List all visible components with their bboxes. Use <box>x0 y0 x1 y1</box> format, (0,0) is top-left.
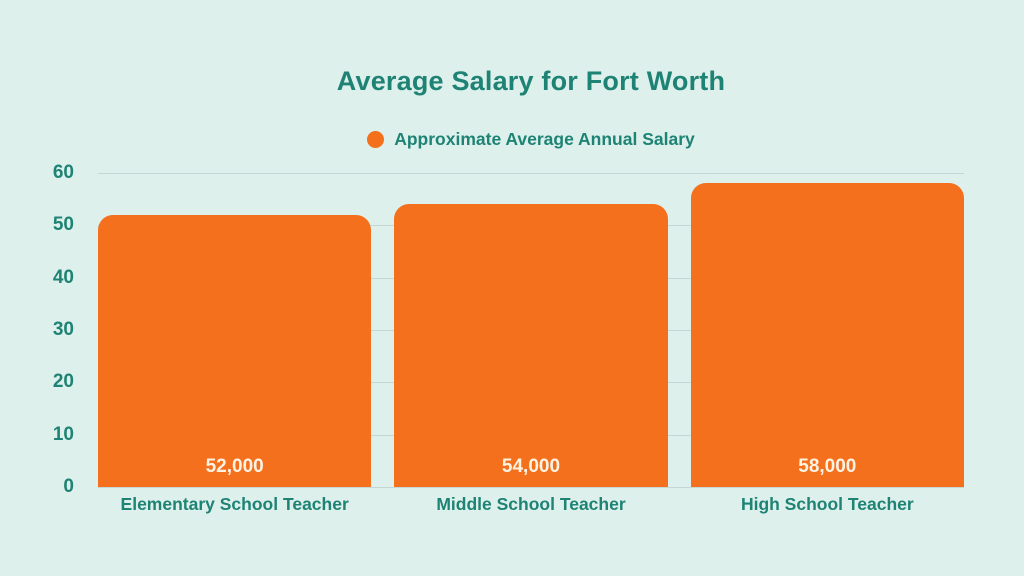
bar: 58,000 <box>690 183 964 487</box>
legend-marker-icon <box>367 131 385 148</box>
legend: Approximate Average Annual Salary <box>98 129 964 150</box>
y-tick-label: 40 <box>52 266 74 288</box>
bar-value-label: 54,000 <box>501 456 561 477</box>
gridline <box>98 173 964 174</box>
x-category-label: Elementary School Teacher <box>120 494 349 514</box>
y-tick-label: 0 <box>63 476 74 497</box>
bar-value-label: 58,000 <box>798 456 857 477</box>
bar-series: 52,000 54,000 58,000 <box>98 173 964 487</box>
legend-label: Approximate Average Annual Salary <box>394 129 695 149</box>
bar: 52,000 <box>98 214 372 487</box>
bar: 54,000 <box>394 204 668 487</box>
bar-value-label: 52,000 <box>205 456 264 477</box>
plot-area: 52,000 54,000 58,000 <box>98 173 964 488</box>
x-category-label: Middle School Teacher <box>436 494 626 514</box>
x-axis-labels: Elementary School Teacher Middle School T… <box>98 494 964 515</box>
y-tick-label: 10 <box>52 423 74 445</box>
gridline <box>98 487 964 488</box>
y-tick-label: 20 <box>52 371 74 393</box>
y-tick-label: 60 <box>52 162 74 183</box>
y-axis: 0 10 20 30 40 50 60 <box>0 162 90 497</box>
y-tick-label: 30 <box>52 319 74 340</box>
chart-title: Average Salary for Fort Worth <box>336 66 726 96</box>
y-tick-label: 50 <box>52 214 74 236</box>
x-category-label: High School Teacher <box>740 494 914 514</box>
